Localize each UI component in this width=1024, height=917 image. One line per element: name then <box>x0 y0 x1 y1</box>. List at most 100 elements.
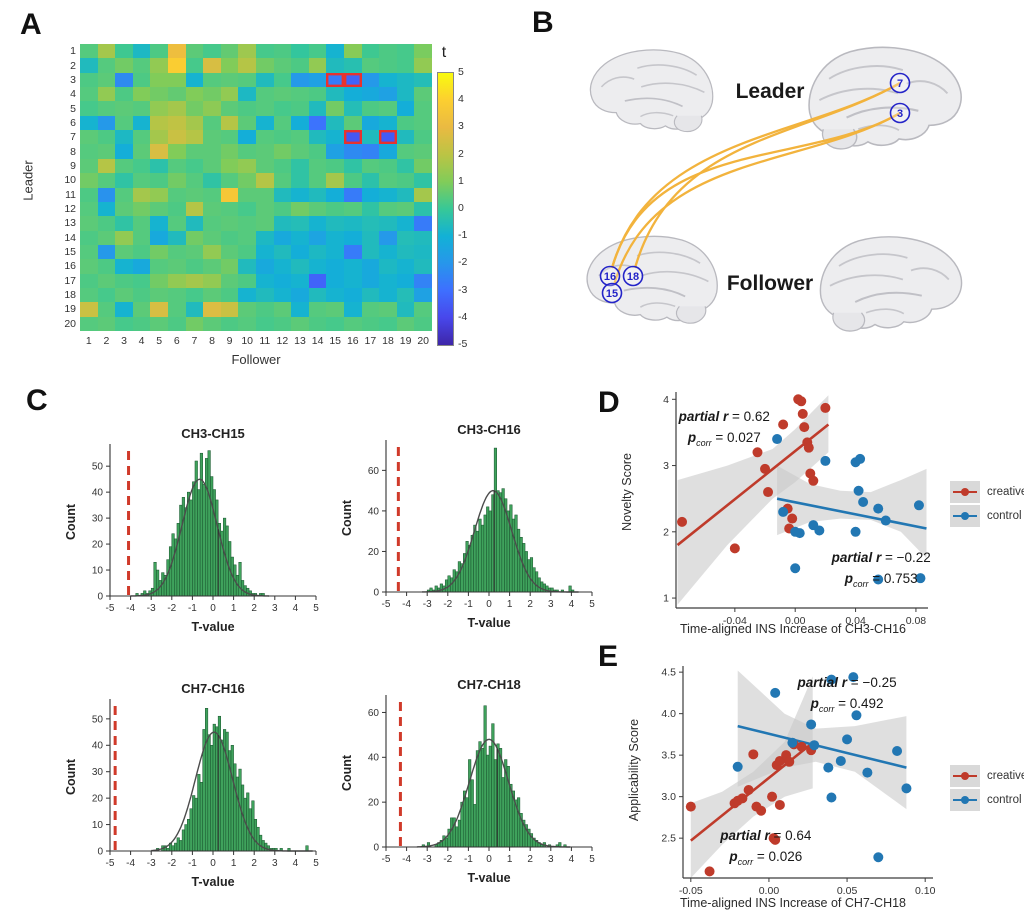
channel-markers: 7 3 16 18 15 <box>599 72 911 304</box>
heatmap-cell <box>256 115 274 131</box>
heatmap-cell <box>396 87 415 102</box>
heatmap-cell <box>168 187 186 202</box>
heatmap-cell <box>97 58 116 73</box>
heatmap-cell <box>132 58 151 73</box>
heatmap-cell <box>168 287 186 303</box>
heatmap-cell <box>326 58 344 73</box>
heatmap-cell <box>308 302 327 317</box>
heatmap-cell <box>115 144 133 159</box>
heatmap-cell <box>379 101 397 116</box>
svg-text:-4: -4 <box>126 603 135 614</box>
panel-e-letter: E <box>598 640 619 673</box>
svg-text:3: 3 <box>548 599 554 610</box>
heatmap-cell <box>185 101 204 116</box>
heatmap-cell <box>396 201 415 217</box>
svg-text:0: 0 <box>210 603 216 614</box>
heatmap-cell <box>238 173 256 188</box>
normal-fit-curve <box>422 489 579 593</box>
svg-text:40: 40 <box>92 488 104 499</box>
heatmap-cell <box>115 87 133 102</box>
heatmap-cell <box>256 101 274 116</box>
heatmap-cell <box>168 130 186 145</box>
heatmap-cell <box>256 201 274 217</box>
stats-annotation-1: partial r = 0.62 pcorr = 0.027 <box>678 409 770 448</box>
svg-text:0.00: 0.00 <box>759 885 780 897</box>
svg-text:-2: -2 <box>167 858 176 869</box>
heatmap-cell <box>80 230 98 245</box>
heatmap-cell <box>150 216 168 231</box>
heatmap-cell <box>291 87 309 102</box>
heatmap-cell <box>185 230 204 245</box>
heatmap-cell <box>308 187 327 202</box>
heatmap-cell <box>379 316 397 331</box>
heatmap-cell <box>185 273 204 288</box>
svg-text:-1: -1 <box>464 854 473 865</box>
heatmap-cell <box>220 259 239 274</box>
heatmap-cell <box>80 187 98 202</box>
heatmap-cell <box>414 87 432 102</box>
heatmap-cell <box>80 201 98 217</box>
heatmap-cell <box>414 201 432 217</box>
heatmap-cell <box>80 87 98 102</box>
leader-channel-7-label: 7 <box>897 78 903 90</box>
panel-e-x-axis-label: Time-aligned INS Increase of CH7-CH18 <box>679 896 906 910</box>
heatmap-cell <box>97 216 116 231</box>
svg-text:-5: -5 <box>382 854 391 865</box>
heatmap-cell <box>220 115 239 131</box>
heatmap-cell <box>97 244 116 260</box>
heatmap-cell <box>132 230 151 245</box>
heatmap-cell <box>203 158 221 174</box>
svg-text:0.00: 0.00 <box>785 615 806 627</box>
heatmap-cell <box>97 44 116 59</box>
svg-text:4: 4 <box>569 854 575 865</box>
svg-text:3: 3 <box>548 854 554 865</box>
heatmap-cell <box>308 58 327 73</box>
heatmap-cell <box>256 130 274 145</box>
heatmap-cell <box>273 244 292 260</box>
heatmap-cell <box>326 44 344 59</box>
heatmap-cell <box>238 87 256 102</box>
heatmap-cell <box>203 130 221 145</box>
heatmap-grid <box>80 44 432 331</box>
legend-label-creative: creative <box>987 486 1024 498</box>
svg-text:4: 4 <box>293 858 299 869</box>
control-points <box>772 434 926 585</box>
heatmap-cell <box>379 87 397 102</box>
heatmap-cell <box>308 259 327 274</box>
heatmap-cell <box>220 287 239 303</box>
heatmap-cell <box>238 287 256 303</box>
svg-text:5: 5 <box>313 603 319 614</box>
svg-text:60: 60 <box>368 708 380 719</box>
heatmap-x-axis-label: Follower <box>231 352 281 367</box>
heatmap-cell <box>203 144 221 159</box>
heatmap-cell <box>344 316 362 331</box>
heatmap-x-ticks: 1 2 3 4 5 6 7 8 9 10 11 12 13 14 15 16 17 18 19 20 <box>85 335 430 347</box>
follower-channel-18-marker <box>622 265 644 287</box>
heatmap-cell <box>203 302 221 317</box>
heatmap-cell <box>115 44 133 59</box>
follower-channel-15-label: 15 <box>606 288 618 300</box>
svg-text:-5: -5 <box>106 858 115 869</box>
heatmap-cell <box>203 115 221 131</box>
heatmap-cell <box>80 273 98 288</box>
heatmap-cell <box>203 216 221 231</box>
heatmap-cell <box>185 201 204 217</box>
histogram-bars <box>426 447 575 593</box>
follower-channel-16-marker <box>599 265 621 287</box>
svg-text:-5: -5 <box>382 599 391 610</box>
heatmap-cell <box>97 187 116 202</box>
svg-text:2.5: 2.5 <box>661 833 676 845</box>
heatmap-cell <box>185 58 204 73</box>
heatmap-cell <box>396 230 415 245</box>
heatmap-cell <box>150 316 168 331</box>
heatmap-cell <box>185 173 204 188</box>
heatmap-cell <box>115 244 133 260</box>
heatmap-cell <box>97 101 116 116</box>
heatmap-cell <box>185 115 204 131</box>
svg-text:0: 0 <box>373 587 379 598</box>
heatmap-cell <box>132 130 151 145</box>
heatmap-cell <box>379 287 397 303</box>
heatmap-cell <box>326 287 344 303</box>
heatmap-cell <box>150 287 168 303</box>
heatmap-cell <box>414 244 432 260</box>
